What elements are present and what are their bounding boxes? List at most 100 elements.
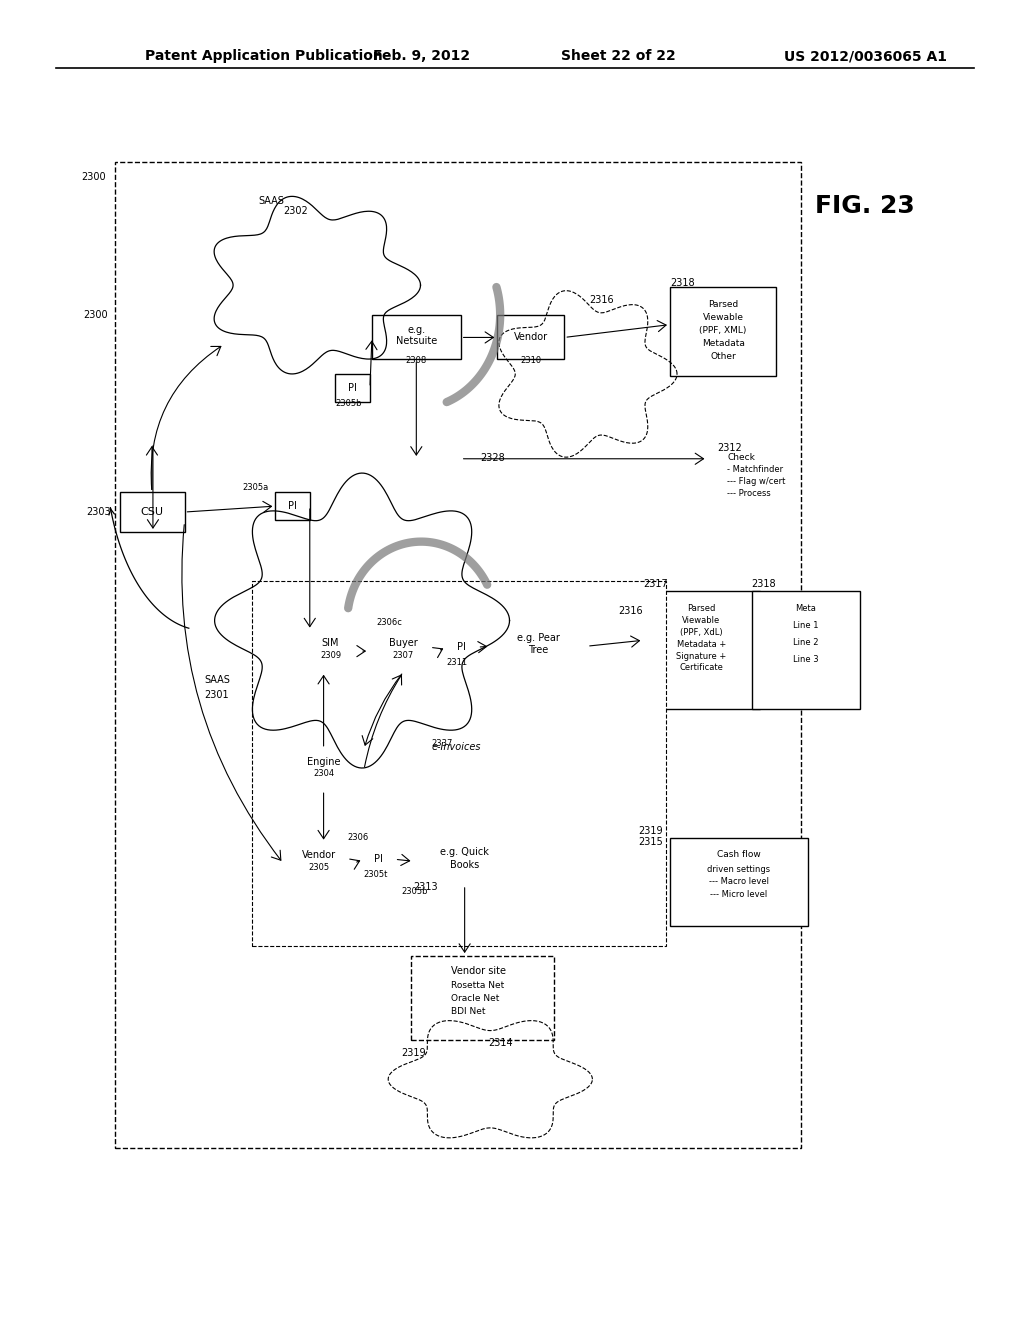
Text: Check: Check: [727, 453, 755, 462]
Text: --- Micro level: --- Micro level: [711, 890, 768, 899]
Text: 2319: 2319: [638, 825, 663, 836]
Text: 2308: 2308: [406, 355, 427, 364]
Text: Vendor: Vendor: [302, 850, 336, 861]
Text: e.g. Quick: e.g. Quick: [440, 847, 489, 858]
Text: 2305t: 2305t: [364, 870, 387, 879]
Text: 2306: 2306: [347, 833, 369, 842]
Text: Books: Books: [450, 861, 479, 870]
Text: 2316: 2316: [589, 294, 613, 305]
Text: SIM: SIM: [322, 639, 339, 648]
Text: 2304: 2304: [313, 770, 334, 777]
Bar: [284, 842, 354, 884]
Text: Rosetta Net: Rosetta Net: [451, 981, 504, 990]
Text: Viewable: Viewable: [682, 616, 721, 626]
Bar: [670, 288, 776, 376]
Bar: [301, 631, 360, 672]
Text: (PPF, XdL): (PPF, XdL): [680, 628, 723, 636]
Text: --- Macro level: --- Macro level: [709, 878, 769, 887]
Text: Line 3: Line 3: [794, 655, 819, 664]
Text: Viewable: Viewable: [702, 313, 743, 322]
Text: SAAS: SAAS: [204, 675, 230, 685]
Text: Meta: Meta: [796, 605, 816, 614]
Text: SAAS: SAAS: [258, 197, 285, 206]
Bar: [670, 838, 808, 927]
Text: 2316: 2316: [618, 606, 643, 615]
Bar: [445, 634, 477, 661]
Text: e.g.: e.g.: [408, 325, 425, 334]
Text: Oracle Net: Oracle Net: [451, 994, 500, 1003]
Text: - Matchfinder: - Matchfinder: [727, 465, 783, 474]
Text: 2300: 2300: [81, 172, 105, 182]
Text: PI: PI: [288, 502, 297, 511]
Text: driven settings: driven settings: [708, 865, 770, 874]
Text: Other: Other: [711, 351, 736, 360]
Text: 2314: 2314: [487, 1038, 512, 1048]
Text: Cash flow: Cash flow: [717, 850, 761, 859]
Text: 2318: 2318: [670, 279, 694, 288]
Text: 2305b: 2305b: [401, 887, 428, 896]
Text: 2313: 2313: [414, 882, 438, 892]
Text: CSU: CSU: [140, 507, 164, 517]
Text: 2303: 2303: [86, 507, 111, 517]
Bar: [369, 631, 438, 672]
Text: 2317: 2317: [643, 579, 668, 589]
Text: 2310: 2310: [520, 355, 542, 364]
Text: Buyer: Buyer: [389, 639, 418, 648]
Text: 2300: 2300: [83, 310, 108, 319]
Text: PI: PI: [458, 642, 466, 652]
Text: Sheet 22 of 22: Sheet 22 of 22: [561, 49, 676, 63]
Text: 2319: 2319: [401, 1048, 426, 1057]
Text: 2312: 2312: [717, 444, 742, 453]
Bar: [336, 374, 370, 401]
Text: Parsed: Parsed: [708, 301, 738, 309]
Text: e-Invoices: e-Invoices: [431, 742, 480, 752]
Text: PI: PI: [348, 383, 356, 393]
Text: US 2012/0036065 A1: US 2012/0036065 A1: [783, 49, 946, 63]
Text: e.g. Pear: e.g. Pear: [517, 634, 560, 643]
Text: 2328: 2328: [480, 453, 505, 463]
Bar: [372, 314, 461, 359]
Text: 2305a: 2305a: [242, 483, 268, 492]
Text: BDI Net: BDI Net: [451, 1007, 485, 1015]
Text: Patent Application Publication: Patent Application Publication: [145, 49, 383, 63]
Bar: [643, 591, 760, 709]
Text: Line 1: Line 1: [794, 620, 819, 630]
Text: Parsed: Parsed: [687, 605, 716, 614]
Text: Signature +: Signature +: [676, 652, 726, 660]
Text: Line 2: Line 2: [794, 638, 819, 647]
Text: Vendor site: Vendor site: [451, 966, 506, 975]
Bar: [364, 845, 394, 873]
Text: Certificate: Certificate: [680, 664, 723, 672]
Text: FIG. 23: FIG. 23: [815, 194, 915, 218]
Text: 2306c: 2306c: [377, 618, 402, 627]
Bar: [412, 956, 554, 1040]
Text: PI: PI: [375, 854, 383, 865]
Bar: [275, 492, 310, 520]
Text: 2318: 2318: [752, 579, 776, 589]
Text: 2305: 2305: [308, 863, 330, 871]
Text: Feb. 9, 2012: Feb. 9, 2012: [373, 49, 470, 63]
Text: Engine: Engine: [307, 756, 340, 767]
Bar: [284, 748, 365, 791]
Text: 2302: 2302: [284, 206, 308, 216]
Text: 2337: 2337: [431, 739, 453, 748]
Text: --- Flag w/cert: --- Flag w/cert: [727, 477, 785, 486]
Text: 2309: 2309: [319, 651, 341, 660]
Text: Metadata: Metadata: [701, 339, 744, 348]
Text: 2307: 2307: [393, 651, 414, 660]
Text: Netsuite: Netsuite: [395, 337, 437, 346]
Bar: [490, 626, 587, 667]
Bar: [252, 581, 666, 946]
Text: (PPF, XML): (PPF, XML): [699, 326, 746, 335]
Text: Tree: Tree: [528, 645, 549, 655]
Text: 2311: 2311: [445, 659, 467, 668]
Text: 2305b: 2305b: [336, 399, 361, 408]
Text: Metadata +: Metadata +: [677, 640, 726, 648]
Text: Vendor: Vendor: [514, 333, 548, 342]
Bar: [414, 838, 517, 884]
Text: --- Process: --- Process: [727, 488, 771, 498]
Bar: [752, 591, 860, 709]
Bar: [116, 162, 801, 1148]
Bar: [121, 492, 184, 532]
Text: 2301: 2301: [204, 689, 228, 700]
